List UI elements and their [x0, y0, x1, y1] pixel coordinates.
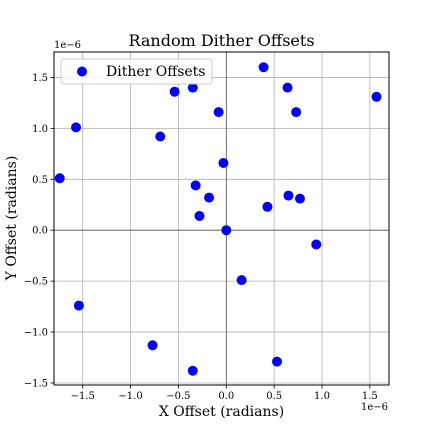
x-tick-label: −0.5: [166, 391, 190, 402]
data-point: [218, 158, 229, 168]
data-point: [236, 275, 247, 286]
data-point: [221, 225, 232, 236]
data-point: [169, 86, 180, 97]
data-point: [190, 180, 201, 191]
plot-frame: [53, 51, 390, 386]
y-axis-ticks: −1.5 −1.0 −0.5 0.0 0.5 1.0 1.5: [24, 73, 54, 389]
y-tick-label: 1.0: [32, 124, 48, 135]
data-point: [371, 91, 382, 102]
data-point: [155, 131, 166, 142]
x-tick-label: 0.0: [218, 391, 234, 402]
data-point: [283, 190, 294, 201]
y-axis-label: Y Offset (radians): [4, 156, 20, 282]
gridlines: [54, 52, 389, 385]
x-tick-label: −1.5: [71, 391, 95, 402]
x-axis-ticks: −1.5 −1.0 −0.5 0.0 0.5 1.0 1.5: [71, 385, 378, 402]
y-tick-label: −1.5: [24, 378, 48, 389]
data-point: [54, 173, 65, 184]
data-point: [272, 356, 283, 367]
data-point: [258, 62, 269, 73]
data-point: [194, 210, 205, 221]
data-point: [73, 300, 84, 311]
data-point: [262, 201, 273, 212]
data-point: [71, 122, 82, 133]
data-points: [54, 62, 382, 376]
data-point: [294, 193, 305, 204]
data-point: [213, 107, 224, 118]
y-tick-label: 0.5: [32, 175, 48, 186]
legend: Dither Offsets: [60, 58, 213, 85]
y-tick-label: 1.5: [32, 73, 48, 84]
x-tick-label: 1.0: [314, 391, 330, 402]
legend-marker: [77, 66, 87, 77]
x-axis-label: X Offset (radians): [159, 404, 284, 420]
y-tick-label: −1.0: [24, 328, 48, 339]
zero-lines: [54, 52, 389, 385]
legend-box: [60, 58, 213, 85]
data-point: [282, 82, 293, 93]
chart-title: Random Dither Offsets: [128, 31, 314, 50]
data-point: [187, 82, 198, 93]
data-point: [311, 239, 322, 250]
x-tick-label: 1.5: [362, 391, 378, 402]
data-point: [204, 192, 215, 203]
data-point: [291, 107, 302, 118]
y-axis-offset-text: 1e−6: [54, 40, 81, 51]
data-point: [187, 365, 198, 376]
legend-label: Dither Offsets: [106, 64, 205, 80]
y-tick-label: 0.0: [32, 226, 48, 237]
y-tick-label: −0.5: [24, 277, 48, 288]
data-point: [147, 340, 158, 351]
x-axis-offset-text: 1e−6: [361, 402, 388, 413]
x-tick-label: −1.0: [118, 391, 142, 402]
x-tick-label: 0.5: [266, 391, 282, 402]
